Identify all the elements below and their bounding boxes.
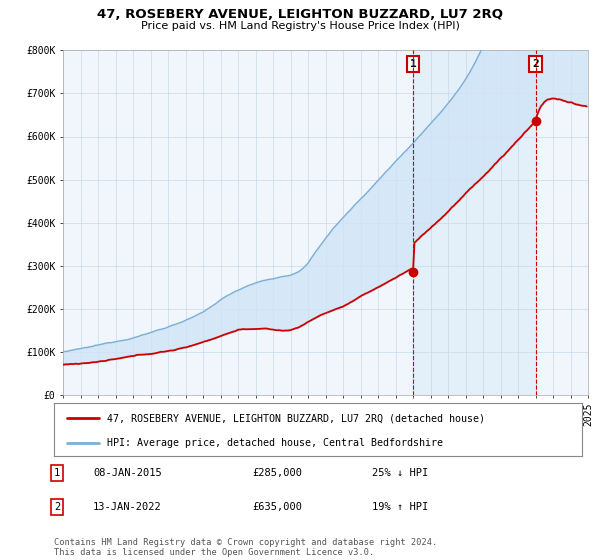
Text: £635,000: £635,000 [252,502,302,512]
Text: HPI: Average price, detached house, Central Bedfordshire: HPI: Average price, detached house, Cent… [107,438,443,448]
Text: 1: 1 [410,59,416,69]
Text: 2: 2 [54,502,60,512]
Text: Price paid vs. HM Land Registry's House Price Index (HPI): Price paid vs. HM Land Registry's House … [140,21,460,31]
Bar [413,50,536,395]
Text: 47, ROSEBERY AVENUE, LEIGHTON BUZZARD, LU7 2RQ (detached house): 47, ROSEBERY AVENUE, LEIGHTON BUZZARD, L… [107,413,485,423]
Text: 19% ↑ HPI: 19% ↑ HPI [372,502,428,512]
Text: 47, ROSEBERY AVENUE, LEIGHTON BUZZARD, LU7 2RQ: 47, ROSEBERY AVENUE, LEIGHTON BUZZARD, L… [97,8,503,21]
Text: 1: 1 [54,468,60,478]
Text: Contains HM Land Registry data © Crown copyright and database right 2024.
This d: Contains HM Land Registry data © Crown c… [54,538,437,557]
Text: £285,000: £285,000 [252,468,302,478]
Text: 08-JAN-2015: 08-JAN-2015 [93,468,162,478]
Text: 25% ↓ HPI: 25% ↓ HPI [372,468,428,478]
Text: 2: 2 [532,59,539,69]
Text: 13-JAN-2022: 13-JAN-2022 [93,502,162,512]
